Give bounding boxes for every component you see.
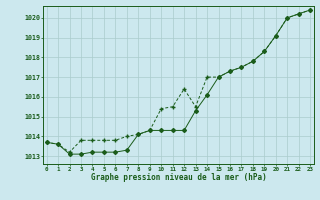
X-axis label: Graphe pression niveau de la mer (hPa): Graphe pression niveau de la mer (hPa) <box>91 173 266 182</box>
